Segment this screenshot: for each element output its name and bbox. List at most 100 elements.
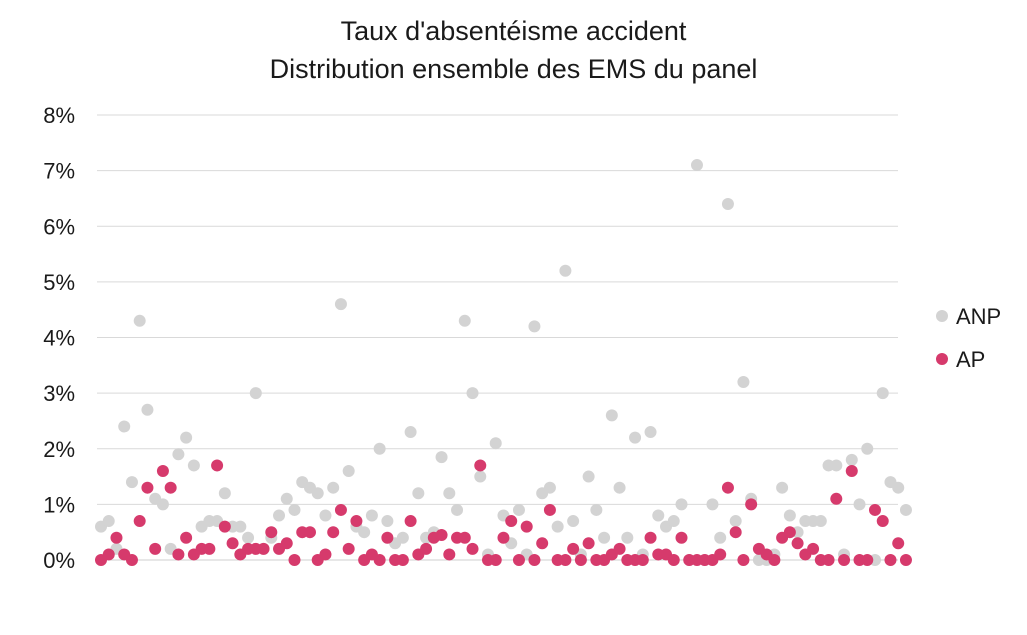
data-point-anp bbox=[861, 442, 874, 455]
data-point-ap bbox=[667, 554, 680, 566]
data-point-anp bbox=[853, 498, 866, 511]
data-point-anp bbox=[242, 531, 255, 544]
data-point-ap bbox=[141, 481, 154, 494]
legend-label: AP bbox=[956, 347, 985, 372]
data-point-anp bbox=[125, 476, 138, 489]
data-point-anp bbox=[334, 298, 347, 311]
data-point-ap bbox=[327, 526, 340, 539]
data-point-anp bbox=[319, 509, 332, 522]
data-point-ap bbox=[582, 537, 595, 550]
data-point-ap bbox=[783, 526, 796, 539]
data-point-ap bbox=[149, 542, 162, 555]
y-axis-ticks: 0% 1% 2% 3% 4% 5% 6% 7% 8% bbox=[43, 103, 75, 573]
data-point-anp bbox=[249, 387, 262, 400]
data-point-anp bbox=[451, 503, 464, 516]
data-point-ap bbox=[845, 465, 858, 477]
data-point-ap bbox=[164, 481, 177, 494]
data-point-ap bbox=[218, 520, 231, 533]
data-point-ap bbox=[489, 554, 502, 566]
data-point-anp bbox=[814, 515, 827, 528]
data-point-anp bbox=[474, 470, 487, 483]
data-point-anp bbox=[830, 459, 843, 472]
data-point-anp bbox=[156, 498, 169, 511]
data-point-ap bbox=[721, 481, 734, 494]
data-point-anp bbox=[567, 515, 580, 528]
data-point-anp bbox=[706, 498, 719, 511]
data-point-ap bbox=[822, 554, 835, 566]
data-point-ap bbox=[714, 548, 727, 561]
data-point-anp bbox=[605, 409, 618, 422]
data-point-anp bbox=[512, 503, 525, 516]
data-point-ap bbox=[396, 554, 409, 566]
data-point-ap bbox=[543, 503, 556, 516]
data-point-ap bbox=[636, 554, 649, 566]
data-point-anp bbox=[543, 481, 556, 494]
data-point-ap bbox=[288, 554, 301, 566]
legend-marker bbox=[936, 353, 948, 365]
data-point-anp bbox=[714, 531, 727, 544]
y-tick-label: 5% bbox=[43, 270, 75, 295]
data-point-ap bbox=[474, 459, 487, 472]
data-point-ap bbox=[110, 531, 123, 544]
y-tick-label: 2% bbox=[43, 437, 75, 462]
data-point-ap bbox=[861, 554, 874, 566]
series-ap bbox=[95, 459, 912, 566]
data-point-ap bbox=[373, 554, 386, 566]
data-point-ap bbox=[567, 542, 580, 555]
data-point-ap bbox=[613, 542, 626, 555]
data-point-ap bbox=[807, 542, 820, 555]
data-point-ap bbox=[180, 531, 193, 544]
data-point-anp bbox=[551, 520, 564, 533]
data-point-anp bbox=[311, 487, 324, 500]
data-point-ap bbox=[512, 554, 525, 566]
data-point-anp bbox=[776, 481, 789, 494]
data-point-ap bbox=[350, 515, 363, 528]
data-point-ap bbox=[729, 526, 742, 539]
data-point-ap bbox=[458, 531, 471, 544]
data-point-anp bbox=[652, 509, 665, 522]
data-point-anp bbox=[458, 314, 471, 327]
data-point-anp bbox=[621, 531, 634, 544]
data-point-anp bbox=[443, 487, 456, 500]
data-point-anp bbox=[133, 314, 146, 327]
data-point-anp bbox=[876, 387, 889, 400]
data-point-ap bbox=[505, 515, 518, 528]
data-point-ap bbox=[876, 515, 889, 528]
data-point-anp bbox=[489, 437, 502, 450]
y-tick-label: 0% bbox=[43, 548, 75, 573]
y-tick-label: 1% bbox=[43, 492, 75, 517]
data-point-anp bbox=[358, 526, 371, 539]
data-point-anp bbox=[598, 531, 611, 544]
data-point-anp bbox=[218, 487, 231, 500]
data-point-anp bbox=[396, 531, 409, 544]
data-point-ap bbox=[381, 531, 394, 544]
data-point-anp bbox=[373, 442, 386, 455]
data-point-anp bbox=[644, 426, 657, 439]
data-point-ap bbox=[303, 526, 316, 539]
data-point-anp bbox=[365, 509, 378, 522]
data-point-anp bbox=[280, 492, 293, 505]
data-point-anp bbox=[892, 481, 905, 494]
data-point-ap bbox=[737, 554, 750, 566]
data-point-anp bbox=[435, 451, 448, 464]
data-point-ap bbox=[892, 537, 905, 550]
legend-item-anp: ANP bbox=[936, 304, 1001, 329]
data-point-ap bbox=[334, 503, 347, 516]
data-point-anp bbox=[783, 509, 796, 522]
data-point-ap bbox=[791, 537, 804, 550]
data-point-ap bbox=[280, 537, 293, 550]
data-point-anp bbox=[845, 453, 858, 466]
y-tick-label: 4% bbox=[43, 326, 75, 351]
data-point-ap bbox=[257, 542, 270, 555]
data-point-anp bbox=[118, 420, 131, 433]
data-point-ap bbox=[536, 537, 549, 550]
data-point-ap bbox=[528, 554, 541, 566]
data-point-anp bbox=[412, 487, 425, 500]
y-tick-label: 7% bbox=[43, 159, 75, 184]
data-point-anp bbox=[180, 431, 193, 444]
data-point-anp bbox=[582, 470, 595, 483]
data-point-ap bbox=[497, 531, 510, 544]
data-point-anp bbox=[172, 448, 185, 461]
data-point-ap bbox=[466, 542, 479, 555]
